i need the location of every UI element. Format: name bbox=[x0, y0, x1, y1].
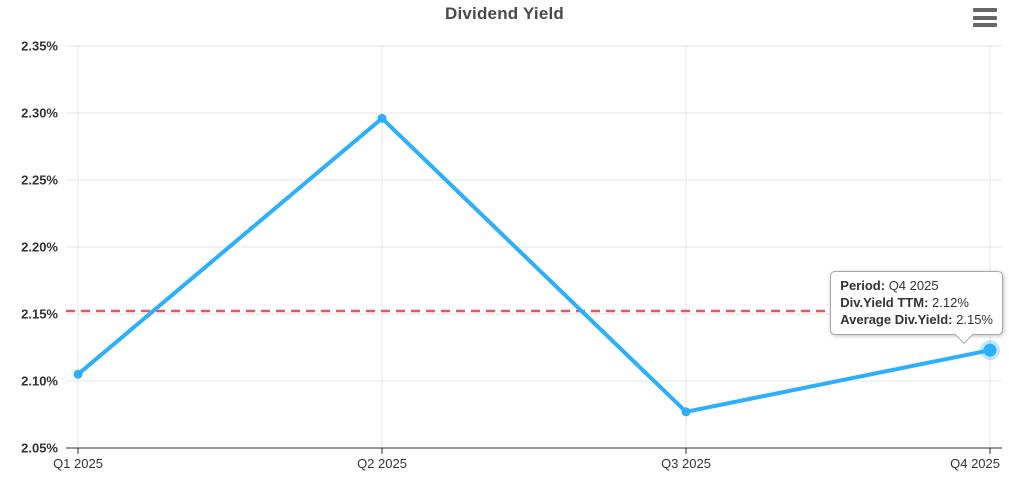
chart-title: Dividend Yield bbox=[445, 4, 564, 23]
series-line bbox=[76, 116, 992, 414]
tooltip: Period: Q4 2025 Div.Yield TTM: 2.12% Avera… bbox=[830, 271, 1003, 344]
tooltip-row-label: Div.Yield TTM: bbox=[840, 295, 929, 310]
hamburger-bar bbox=[973, 23, 997, 27]
tooltip-row-label: Period: bbox=[840, 278, 886, 293]
y-axis-label: 2.25% bbox=[21, 173, 58, 188]
y-axis-label: 2.05% bbox=[21, 441, 58, 456]
x-axis-label: Q3 2025 bbox=[661, 456, 711, 471]
x-axis-label: Q2 2025 bbox=[357, 456, 407, 471]
y-axis-label: 2.15% bbox=[21, 307, 58, 322]
tooltip-row: Period: Q4 2025 bbox=[840, 278, 939, 293]
y-axis-label: 2.10% bbox=[21, 374, 58, 389]
tooltip-row-label: Average Div.Yield: bbox=[840, 312, 953, 327]
data-point[interactable] bbox=[681, 407, 691, 417]
y-axis-label: 2.20% bbox=[21, 240, 58, 255]
data-point[interactable] bbox=[983, 343, 997, 357]
x-axis-label: Q1 2025 bbox=[53, 456, 103, 471]
y-axis-label: 2.35% bbox=[21, 39, 58, 54]
x-axis-label: Q4 2025 bbox=[950, 456, 1000, 471]
data-point[interactable] bbox=[73, 369, 83, 379]
data-point[interactable] bbox=[377, 113, 387, 123]
hamburger-bar bbox=[973, 8, 997, 12]
tooltip-row: Average Div.Yield: 2.15% bbox=[840, 312, 993, 327]
tooltip-row: Div.Yield TTM: 2.12% bbox=[840, 295, 969, 310]
hamburger-menu-icon[interactable] bbox=[973, 7, 997, 28]
hamburger-bar bbox=[973, 15, 997, 20]
y-axis-label: 2.30% bbox=[21, 106, 58, 121]
